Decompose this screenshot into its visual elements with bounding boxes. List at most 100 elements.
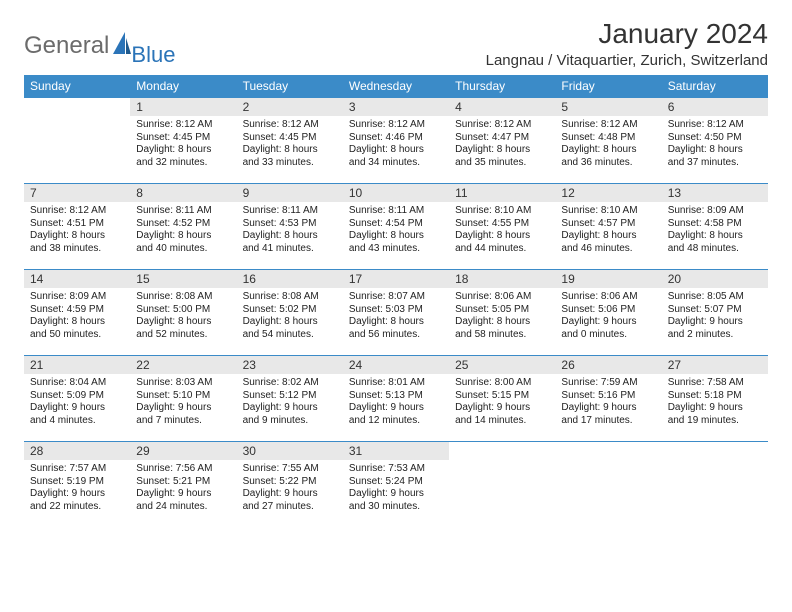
sunrise-line: Sunrise: 8:12 AM [243,119,337,132]
sunset-line: Sunset: 5:05 PM [455,304,549,317]
day-number: 28 [24,442,130,460]
day-details: Sunrise: 8:10 AMSunset: 4:55 PMDaylight:… [449,202,555,261]
calendar-week-row: 28 Sunrise: 7:57 AMSunset: 5:19 PM Dayligh… [24,442,768,528]
weekday-header: Tuesday [237,75,343,98]
day-number: 25 [449,356,555,374]
day-number: 13 [662,184,768,202]
header: General Blue January 2024 Langnau / Vita… [24,18,768,69]
day-number: 15 [130,270,236,288]
calendar-day-cell: 13Sunrise: 8:09 AMSunset: 4:58 PMDayligh… [662,184,768,270]
calendar-day-cell: 3Sunrise: 8:12 AMSunset: 4:46 PMDaylight… [343,98,449,184]
location-label: Langnau / Vitaquartier, Zurich, Switzerl… [486,52,768,69]
weekday-header: Wednesday [343,75,449,98]
calendar-week-row: 14Sunrise: 8:09 AMSunset: 4:59 PMDayligh… [24,270,768,356]
day-number: 18 [449,270,555,288]
day-number: 22 [130,356,236,374]
day-number: 3 [343,98,449,116]
day-number: 4 [449,98,555,116]
calendar-day-cell: 19Sunrise: 8:06 AMSunset: 5:06 PMDayligh… [555,270,661,356]
daylight-line: Daylight: 8 hours and 35 minutes. [455,144,549,169]
sunrise-line: Sunrise: 8:07 AM [349,291,443,304]
sunset-line: Sunset: 4:59 PM [30,304,124,317]
weekday-header: Sunday [24,75,130,98]
sunset-line: Sunset: 5:07 PM [668,304,762,317]
day-number: 17 [343,270,449,288]
sunrise-line: Sunrise: 8:12 AM [561,119,655,132]
sunrise-line: Sunrise: 8:02 AM [243,377,337,390]
daylight-line: Daylight: 9 hours and 27 minutes. [243,488,337,513]
sunset-line: Sunset: 5:02 PM [243,304,337,317]
calendar-day-cell: 30Sunrise: 7:55 AMSunset: 5:22 PMDayligh… [237,442,343,528]
sunset-line: Sunset: 5:19 PM [30,476,124,489]
sunrise-line: Sunrise: 8:12 AM [455,119,549,132]
calendar-week-row: 21Sunrise: 8:04 AMSunset: 5:09 PMDayligh… [24,356,768,442]
brand-logo: General Blue [24,24,175,68]
day-number: 30 [237,442,343,460]
daylight-line: Daylight: 9 hours and 12 minutes. [349,402,443,427]
daylight-line: Daylight: 9 hours and 14 minutes. [455,402,549,427]
sunset-line: Sunset: 4:52 PM [136,218,230,231]
day-number: 20 [662,270,768,288]
day-details: Sunrise: 7:58 AMSunset: 5:18 PMDaylight:… [662,374,768,433]
sunrise-line: Sunrise: 7:58 AM [668,377,762,390]
day-number: 29 [130,442,236,460]
day-details: Sunrise: 8:07 AMSunset: 5:03 PMDaylight:… [343,288,449,347]
day-details: Sunrise: 8:03 AMSunset: 5:10 PMDaylight:… [130,374,236,433]
calendar-day-cell: 2Sunrise: 8:12 AMSunset: 4:45 PMDaylight… [237,98,343,184]
daylight-line: Daylight: 8 hours and 37 minutes. [668,144,762,169]
calendar-day-cell: 1Sunrise: 8:12 AMSunset: 4:45 PMDaylight… [130,98,236,184]
daylight-line: Daylight: 9 hours and 4 minutes. [30,402,124,427]
sunrise-line: Sunrise: 8:04 AM [30,377,124,390]
day-details: Sunrise: 8:11 AMSunset: 4:53 PMDaylight:… [237,202,343,261]
daylight-line: Daylight: 8 hours and 43 minutes. [349,230,443,255]
day-details: Sunrise: 8:00 AMSunset: 5:15 PMDaylight:… [449,374,555,433]
daylight-line: Daylight: 9 hours and 9 minutes. [243,402,337,427]
sunset-line: Sunset: 4:55 PM [455,218,549,231]
day-details: Sunrise: 8:11 AMSunset: 4:54 PMDaylight:… [343,202,449,261]
calendar-day-cell: 26Sunrise: 7:59 AMSunset: 5:16 PMDayligh… [555,356,661,442]
sunset-line: Sunset: 4:58 PM [668,218,762,231]
sunrise-line: Sunrise: 8:01 AM [349,377,443,390]
day-number: 24 [343,356,449,374]
sunset-line: Sunset: 4:47 PM [455,132,549,145]
weekday-header: Thursday [449,75,555,98]
daylight-line: Daylight: 8 hours and 56 minutes. [349,316,443,341]
sunrise-line: Sunrise: 8:11 AM [136,205,230,218]
day-details: Sunrise: 8:09 AMSunset: 4:58 PMDaylight:… [662,202,768,261]
weekday-header: Saturday [662,75,768,98]
day-number: 2 [237,98,343,116]
calendar-day-cell: 4 Sunrise: 8:12 AMSunset: 4:47 PMDaylight… [449,98,555,184]
day-number: 10 [343,184,449,202]
day-details: Sunrise: 8:06 AMSunset: 5:05 PMDaylight:… [449,288,555,347]
day-number: 14 [24,270,130,288]
calendar-day-cell: 17Sunrise: 8:07 AMSunset: 5:03 PMDayligh… [343,270,449,356]
sunset-line: Sunset: 4:54 PM [349,218,443,231]
weekday-header-row: SundayMondayTuesdayWednesdayThursdayFrid… [24,75,768,98]
day-number: 8 [130,184,236,202]
sunrise-line: Sunrise: 7:57 AM [30,463,124,476]
day-number: 11 [449,184,555,202]
sunrise-line: Sunrise: 8:09 AM [668,205,762,218]
calendar-day-cell: 29Sunrise: 7:56 AMSunset: 5:21 PMDayligh… [130,442,236,528]
calendar-day-cell [449,442,555,528]
sunrise-line: Sunrise: 8:08 AM [136,291,230,304]
sunrise-line: Sunrise: 8:00 AM [455,377,549,390]
calendar-day-cell: 8Sunrise: 8:11 AMSunset: 4:52 PMDaylight… [130,184,236,270]
daylight-line: Daylight: 9 hours and 19 minutes. [668,402,762,427]
calendar-day-cell: 11Sunrise: 8:10 AMSunset: 4:55 PMDayligh… [449,184,555,270]
sunset-line: Sunset: 4:50 PM [668,132,762,145]
daylight-line: Daylight: 8 hours and 44 minutes. [455,230,549,255]
sunset-line: Sunset: 5:12 PM [243,390,337,403]
calendar-day-cell: 12Sunrise: 8:10 AMSunset: 4:57 PMDayligh… [555,184,661,270]
day-number: 1 [130,98,236,116]
month-title: January 2024 [486,18,768,50]
sunset-line: Sunset: 5:13 PM [349,390,443,403]
sunset-line: Sunset: 5:22 PM [243,476,337,489]
daylight-line: Daylight: 8 hours and 36 minutes. [561,144,655,169]
sunrise-line: Sunrise: 8:06 AM [561,291,655,304]
sunset-line: Sunset: 5:16 PM [561,390,655,403]
day-number: 5 [555,98,661,116]
day-number: 9 [237,184,343,202]
calendar-day-cell: 21Sunrise: 8:04 AMSunset: 5:09 PMDayligh… [24,356,130,442]
calendar-day-cell: 23Sunrise: 8:02 AMSunset: 5:12 PMDayligh… [237,356,343,442]
